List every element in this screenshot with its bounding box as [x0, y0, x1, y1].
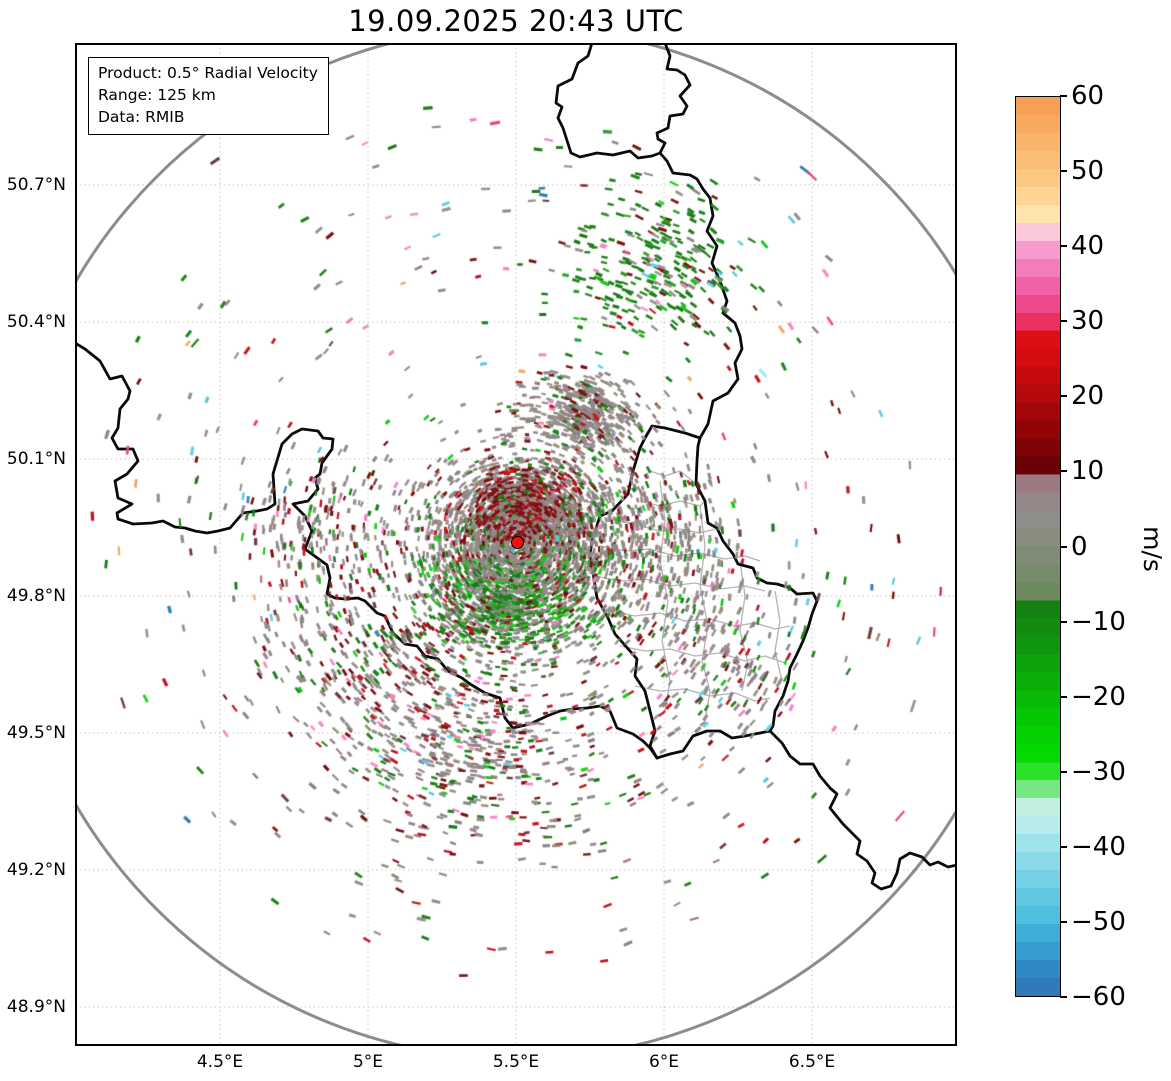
lat-tick-label: 50.7°N — [6, 175, 66, 195]
colorbar-tick-mark — [1060, 996, 1067, 998]
colorbar-tick-mark — [1060, 620, 1067, 623]
lon-tick-label: 6°E — [648, 1052, 680, 1072]
info-product: Product: 0.5° Radial Velocity — [98, 64, 318, 82]
info-range: Range: 125 km — [98, 86, 216, 104]
lat-tick-label: 50.1°N — [6, 449, 66, 469]
colorbar — [1015, 96, 1061, 997]
colorbar-tick-label: 30 — [1071, 306, 1105, 337]
page-title: 19.09.2025 20:43 UTC — [348, 4, 684, 38]
colorbar-tick-label: 40 — [1071, 231, 1105, 262]
colorbar-tick-label: 10 — [1071, 456, 1105, 487]
colorbar-tick-mark — [1060, 770, 1067, 773]
colorbar-tick-mark — [1060, 95, 1067, 97]
colorbar-tick-mark — [1060, 245, 1067, 248]
colorbar-tick-mark — [1060, 170, 1067, 173]
colorbar-tick-label: −30 — [1071, 756, 1126, 787]
radar-site-marker — [511, 536, 524, 549]
lat-tick-label: 49.8°N — [6, 586, 66, 606]
colorbar-tick-label: 60 — [1071, 81, 1105, 111]
colorbar-tick-label: −50 — [1071, 906, 1126, 937]
colorbar-tick-label: 0 — [1071, 531, 1088, 562]
colorbar-tick-label: −60 — [1071, 982, 1126, 1012]
colorbar-tick-mark — [1060, 695, 1067, 698]
colorbar-tick-mark — [1060, 395, 1067, 398]
lat-tick-label: 49.5°N — [6, 723, 66, 743]
lat-tick-label: 49.2°N — [6, 860, 66, 880]
colorbar-tick-label: −20 — [1071, 681, 1126, 712]
lon-tick-label: 6.5°E — [788, 1052, 836, 1072]
colorbar-tick-label: 50 — [1071, 156, 1105, 187]
colorbar-tick-mark — [1060, 845, 1067, 848]
colorbar-tick-mark — [1060, 545, 1067, 548]
colorbar-tick-label: −40 — [1071, 831, 1126, 862]
colorbar-tick-label: −10 — [1071, 606, 1126, 637]
lon-tick-label: 5.5°E — [492, 1052, 540, 1072]
colorbar-tick-mark — [1060, 320, 1067, 323]
lat-tick-label: 48.9°N — [6, 997, 66, 1017]
colorbar-tick-mark — [1060, 920, 1067, 923]
colorbar-tick-label: 20 — [1071, 381, 1105, 412]
info-box: Product: 0.5° Radial Velocity Range: 125… — [88, 57, 329, 135]
info-data-source: Data: RMIB — [98, 108, 185, 126]
lat-tick-label: 50.4°N — [6, 312, 66, 332]
lon-tick-label: 4.5°E — [196, 1052, 244, 1072]
colorbar-unit-label: m/s — [1138, 526, 1167, 572]
colorbar-tick-mark — [1060, 470, 1067, 473]
lon-tick-label: 5°E — [352, 1052, 384, 1072]
